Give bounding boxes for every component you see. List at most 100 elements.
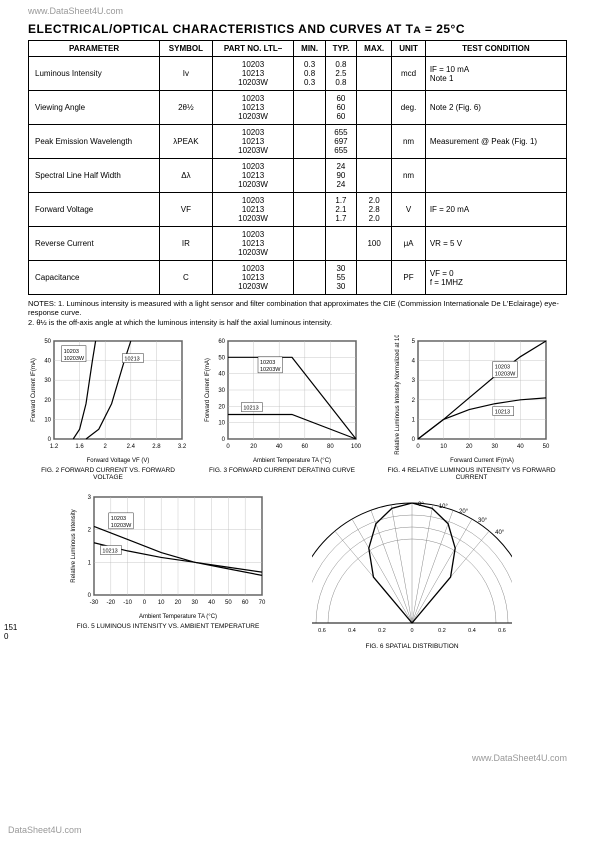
svg-text:0: 0 <box>143 600 147 606</box>
svg-text:-30: -30 <box>90 600 99 606</box>
cell: 606060 <box>325 91 356 125</box>
cell: 102031021310203W <box>212 261 294 295</box>
cell <box>294 125 325 159</box>
cell: Capacitance <box>29 261 160 295</box>
svg-text:0: 0 <box>88 593 92 599</box>
svg-text:30: 30 <box>44 378 51 384</box>
cell: Luminous Intensity <box>29 57 160 91</box>
svg-text:0.6: 0.6 <box>498 628 506 634</box>
cell: 100 <box>357 227 392 261</box>
caption: FIG. 5 LUMINOUS INTENSITY VS. AMBIENT TE… <box>77 623 260 630</box>
svg-text:3: 3 <box>88 495 92 501</box>
cell: Iv <box>160 57 212 91</box>
svg-text:60: 60 <box>301 444 308 450</box>
cell: mcd <box>392 57 426 91</box>
cell: VF = 0f = 1MHZ <box>425 261 566 295</box>
svg-text:20°: 20° <box>459 510 469 516</box>
cell: Reverse Current <box>29 227 160 261</box>
cell: 102031021310203W <box>212 193 294 227</box>
svg-text:30: 30 <box>191 600 198 606</box>
svg-text:10203W: 10203W <box>260 367 281 373</box>
svg-text:4: 4 <box>411 359 415 365</box>
table-row: Viewing Angle2θ½102031021310203W606060de… <box>29 91 567 125</box>
cell: Spectral Line Half Width <box>29 159 160 193</box>
svg-text:10213: 10213 <box>124 357 139 363</box>
svg-text:Ambient Temperature TA (°C): Ambient Temperature TA (°C) <box>139 614 217 620</box>
svg-text:2: 2 <box>88 528 92 534</box>
cell <box>294 227 325 261</box>
col-header: PARAMETER <box>29 41 160 57</box>
svg-text:0.2: 0.2 <box>378 628 386 634</box>
caption: FIG. 3 FORWARD CURRENT DERATING CURVE <box>209 467 355 474</box>
svg-text:10: 10 <box>218 421 225 427</box>
svg-text:10203W: 10203W <box>111 523 132 529</box>
cell: nm <box>392 159 426 193</box>
cell: 655697655 <box>325 125 356 159</box>
cell: VF <box>160 193 212 227</box>
cell <box>357 57 392 91</box>
svg-text:Ambient Temperature TA (°C): Ambient Temperature TA (°C) <box>253 458 331 464</box>
watermark-top: www.DataSheet4U.com <box>28 6 123 16</box>
svg-text:70: 70 <box>259 600 266 606</box>
svg-text:3: 3 <box>411 378 415 384</box>
svg-text:10: 10 <box>158 600 165 606</box>
cell: Peak Emission Wavelength <box>29 125 160 159</box>
svg-text:0: 0 <box>48 437 52 443</box>
cell: 305530 <box>325 261 356 295</box>
cell <box>294 193 325 227</box>
cell: IF = 20 mA <box>425 193 566 227</box>
cell: VR = 5 V <box>425 227 566 261</box>
table-row: Forward VoltageVF102031021310203W1.72.11… <box>29 193 567 227</box>
table-row: Spectral Line Half WidthΔλ10203102131020… <box>29 159 567 193</box>
cell: λPEAK <box>160 125 212 159</box>
svg-text:50: 50 <box>218 355 225 361</box>
cell <box>294 261 325 295</box>
svg-text:80: 80 <box>327 444 334 450</box>
col-header: PART NO. LTL– <box>212 41 294 57</box>
svg-text:100: 100 <box>351 444 362 450</box>
svg-text:10: 10 <box>44 418 51 424</box>
svg-text:20: 20 <box>175 600 182 606</box>
cell: 0.30.80.3 <box>294 57 325 91</box>
cell: 102031021310203W <box>212 227 294 261</box>
cell: IR <box>160 227 212 261</box>
svg-text:0: 0 <box>226 444 230 450</box>
side-number: 151 0 <box>4 623 17 641</box>
cell: Viewing Angle <box>29 91 160 125</box>
col-header: MAX. <box>357 41 392 57</box>
cell <box>425 159 566 193</box>
svg-text:0.6: 0.6 <box>318 628 326 634</box>
col-header: UNIT <box>392 41 426 57</box>
svg-text:0: 0 <box>222 437 226 443</box>
fig2: 1.21.622.42.83.2010203040501020310203W10… <box>28 335 188 481</box>
table-row: Peak Emission WavelengthλPEAK10203102131… <box>29 125 567 159</box>
cell: V <box>392 193 426 227</box>
svg-text:2.4: 2.4 <box>127 444 136 450</box>
svg-text:20: 20 <box>250 444 257 450</box>
cell: 2.02.82.0 <box>357 193 392 227</box>
svg-text:10213: 10213 <box>494 410 509 416</box>
col-header: MIN. <box>294 41 325 57</box>
watermark-bottom-left: DataSheet4U.com <box>8 825 82 835</box>
col-header: SYMBOL <box>160 41 212 57</box>
cell <box>294 159 325 193</box>
cell: 0.82.50.8 <box>325 57 356 91</box>
characteristics-table: PARAMETERSYMBOLPART NO. LTL–MIN.TYP.MAX.… <box>28 40 567 295</box>
svg-text:10°: 10° <box>439 504 449 510</box>
svg-text:40: 40 <box>276 444 283 450</box>
cell: 102031021310203W <box>212 91 294 125</box>
sn-b: 0 <box>4 632 17 641</box>
fig6: 0.70.80.91.00°10°20°30°40°0.80.60.40.200… <box>312 491 512 650</box>
svg-text:10213: 10213 <box>243 406 258 412</box>
table-row: Reverse CurrentIR102031021310203W100μAVR… <box>29 227 567 261</box>
svg-text:10203W: 10203W <box>64 356 85 362</box>
charts-area: 1.21.622.42.83.2010203040501020310203W10… <box>28 335 567 650</box>
svg-text:0: 0 <box>416 444 420 450</box>
svg-text:30: 30 <box>491 444 498 450</box>
svg-text:20: 20 <box>218 404 225 410</box>
svg-text:5: 5 <box>411 339 415 345</box>
cell <box>357 159 392 193</box>
cell: 2θ½ <box>160 91 212 125</box>
svg-text:3.2: 3.2 <box>178 444 187 450</box>
svg-text:Relative Luminous Intensity No: Relative Luminous Intensity Normalized a… <box>395 335 401 455</box>
